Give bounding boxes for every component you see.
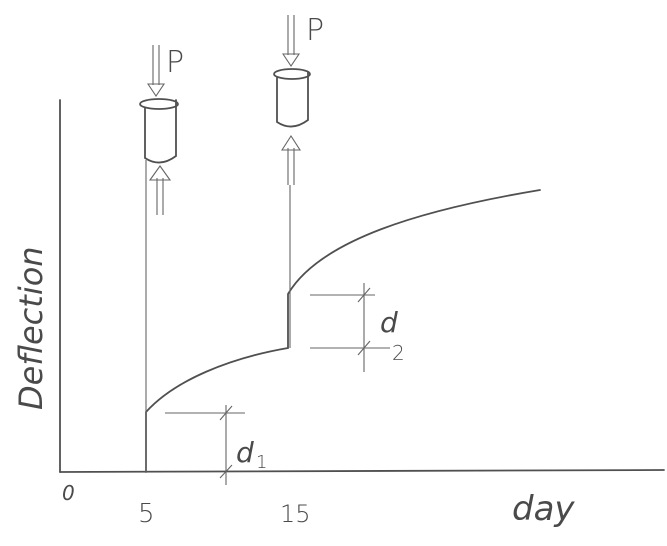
annotation-label: d (236, 436, 254, 469)
diagram: 0 5 15 day Deflection d 1 d 2 P P (0, 0, 667, 546)
deflection-curve (146, 190, 540, 472)
annotation-subscript: 2 (392, 341, 405, 365)
specimen (274, 15, 310, 185)
annotation-label: d (380, 306, 398, 339)
x-tick-label: 5 (138, 499, 155, 529)
origin-label: 0 (62, 481, 75, 505)
x-axis (60, 470, 664, 472)
x-tick-label: 15 (280, 500, 311, 528)
y-axis-label: Deflection (12, 246, 50, 410)
load-label: P (306, 13, 324, 48)
load-label: P (166, 45, 184, 80)
x-axis-label: day (512, 489, 575, 529)
annotation-subscript: 1 (256, 452, 267, 473)
